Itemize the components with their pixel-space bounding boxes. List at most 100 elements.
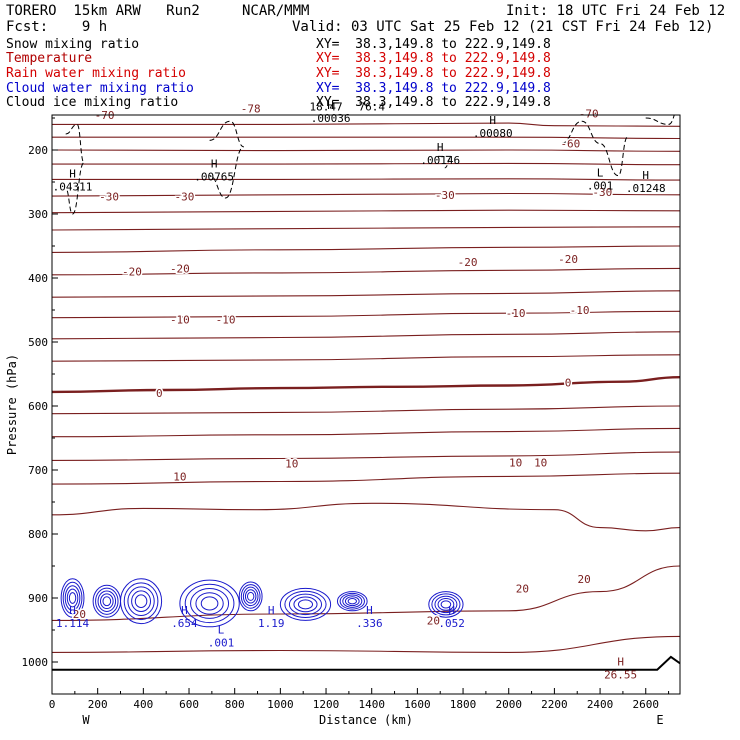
cloud-water-contour-4-3 [244, 589, 257, 604]
init-time: Init: 18 UTC Fri 24 Feb 12 [506, 3, 726, 19]
extremum-value: 1.19 [258, 617, 285, 630]
extremum-value: .001 [587, 179, 614, 192]
x-tick-label: 1800 [450, 698, 477, 711]
extremum-marker: H [69, 604, 76, 617]
isotherm-label: -20 [170, 262, 190, 275]
y-tick-label: 600 [28, 400, 48, 413]
inline-value-label: 76.4 [358, 100, 385, 113]
inline-value-label: 18.47 [309, 100, 342, 113]
y-tick-label: 500 [28, 336, 48, 349]
isotherm-2 [52, 136, 680, 140]
isotherm-label: -10 [570, 304, 590, 317]
isotherm-14 [52, 354, 680, 362]
cloud-water-contour-6-4 [347, 598, 357, 605]
isotherm-label: -30 [99, 191, 119, 204]
cloud-water-contour-1-3 [100, 593, 114, 610]
isotherm-label: -10 [506, 307, 526, 320]
isotherm-17 [52, 427, 680, 438]
isotherm-label: 20 [577, 573, 590, 586]
cloud-water-contour-3-3 [195, 592, 224, 615]
isotherm-5 [52, 178, 680, 181]
x-tick-label: 200 [88, 698, 108, 711]
legend-temperature-label: Temperature [6, 51, 93, 66]
y-tick-label: 200 [28, 144, 48, 157]
cloud-water-contour-4-4 [246, 591, 255, 601]
extremum-marker: H [366, 604, 373, 617]
cloud-water-contour-5-4 [297, 599, 314, 610]
cloud-water-contour-2-3 [131, 590, 152, 613]
x-tick-label: 600 [179, 698, 199, 711]
x-tick-label: 800 [225, 698, 245, 711]
snow-contour-0 [65, 123, 85, 215]
extremum-value: .001 [208, 636, 235, 649]
isotherm-label: -10 [216, 314, 236, 327]
isotherm-9 [52, 245, 680, 253]
cloud-water-contour-3-0 [179, 579, 240, 628]
isotherm-label: 10 [509, 456, 522, 469]
extremum-marker: L [597, 166, 604, 179]
isotherm-label: -30 [175, 191, 195, 204]
cloud-water-contour-5-1 [284, 590, 327, 619]
cloud-water-contour-3-1 [184, 583, 235, 624]
isotherm-label: -10 [170, 314, 190, 327]
cloud-water-contour-0-2 [64, 585, 81, 611]
east-end-label: E [656, 713, 663, 727]
extremum-marker: H [69, 168, 76, 181]
cloud-water-contour-5-3 [293, 596, 318, 613]
legend-snow-label: Snow mixing ratio [6, 37, 140, 52]
extremum-marker: L [218, 623, 225, 636]
isotherm-8 [52, 226, 680, 231]
extremum-marker: H [489, 114, 496, 127]
y-axis-title: Pressure (hPa) [5, 354, 19, 455]
terrain-line [52, 655, 680, 671]
y-tick-label: 300 [28, 208, 48, 221]
extremum-marker: H [617, 655, 624, 668]
legend-rain-label: Rain water mixing ratio [6, 66, 187, 81]
cloud-water-contour-5-0 [279, 587, 332, 621]
isotherm-4 [52, 162, 680, 166]
isotherm-label: -60 [560, 138, 580, 151]
cloud-water-contour-6-3 [344, 596, 360, 607]
isotherm-label: 0 [565, 376, 572, 389]
extremum-value: .336 [356, 617, 383, 630]
legend-snow-xy: XY= 38.3,149.8 to 222.9,149.8 [316, 37, 551, 52]
extremum-marker: H [642, 169, 649, 182]
cloud-water-contour-3-2 [190, 587, 230, 619]
cloud-water-contour-7-4 [440, 600, 452, 609]
isotherm-label: 10 [173, 470, 186, 483]
isotherm-6 [52, 192, 680, 197]
snow-contour-4 [645, 115, 675, 125]
isotherm-1 [52, 122, 680, 127]
cloud-water-contour-2-2 [127, 586, 155, 617]
x-tick-label: 2600 [632, 698, 659, 711]
cloud-water-contour-1-1 [95, 587, 119, 615]
extremum-value: .00080 [473, 127, 513, 140]
extremum-value: .00036 [311, 112, 351, 125]
extremum-value: 1.114 [56, 617, 89, 630]
isotherm-label: 20 [73, 608, 86, 621]
legend-cloud-water-label: Cloud water mixing ratio [6, 81, 194, 96]
isotherm-label: 20 [427, 614, 440, 627]
extremum-marker: H [437, 141, 444, 154]
extremum-value: .052 [438, 617, 465, 630]
legend-cloud-ice-xy: XY= 38.3,149.8 to 222.9,149.8 [316, 95, 551, 110]
isotherm-label: -78 [241, 102, 261, 115]
cloud-water-contour-0-1 [62, 581, 83, 615]
extremum-value: 26.55 [604, 668, 637, 681]
isotherm-label: -20 [122, 266, 142, 279]
legend-rain-xy: XY= 38.3,149.8 to 222.9,149.8 [316, 66, 551, 81]
extremum-value: .00765 [194, 170, 234, 183]
isotherm-label: 10 [534, 456, 547, 469]
x-tick-label: 400 [133, 698, 153, 711]
forecast-hour: Fcst: 9 h [6, 19, 108, 35]
extremum-marker: H [448, 604, 455, 617]
isotherm-22 [52, 635, 680, 653]
isotherm-15 [52, 376, 680, 394]
isotherm-label: -20 [558, 253, 578, 266]
cloud-water-contour-1-4 [102, 596, 112, 607]
isotherm-3 [52, 149, 680, 152]
x-tick-label: 2200 [541, 698, 568, 711]
extremum-value: .04311 [53, 181, 93, 194]
x-tick-label: 2000 [495, 698, 522, 711]
